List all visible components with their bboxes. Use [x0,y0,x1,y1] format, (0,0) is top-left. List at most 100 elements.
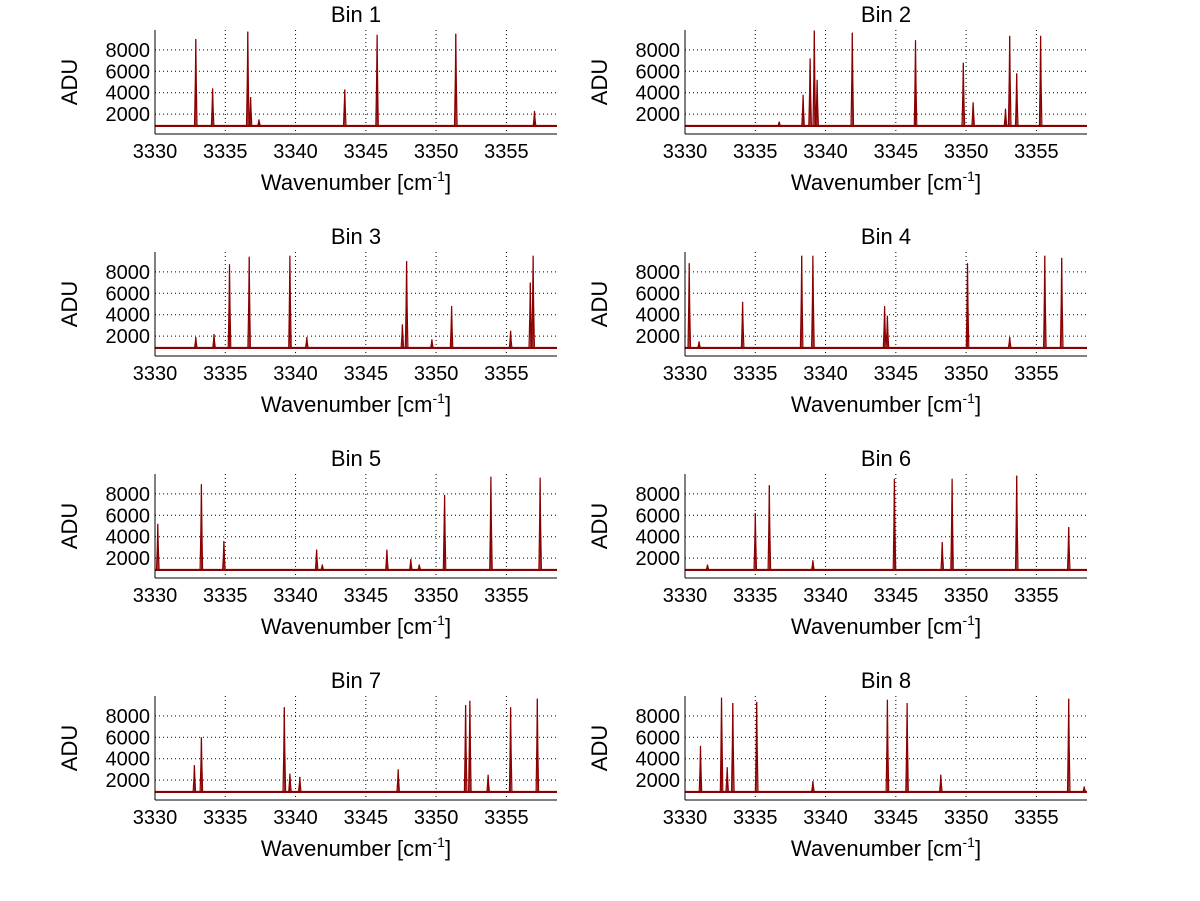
y-tick-label: 4000 [636,749,681,771]
x-tick-label: 3335 [733,807,778,829]
x-tick-label: 3340 [273,585,318,607]
y-tick-label: 8000 [636,40,681,62]
x-tick-label: 3350 [944,807,989,829]
y-tick-label: 4000 [106,527,151,549]
x-axis-label-text: Wavenumber [cm [791,836,963,861]
x-axis-label-text: Wavenumber [cm [791,170,963,195]
x-tick-label: 3350 [944,141,989,163]
y-tick-label: 8000 [636,484,681,506]
y-tick-label: 8000 [636,262,681,284]
x-axis-label-suffix: ] [445,614,451,639]
y-tick-label: 8000 [636,706,681,728]
x-tick-label: 3335 [733,363,778,385]
y-tick-label: 6000 [636,61,681,83]
y-axis-label: ADU [57,503,82,549]
x-tick-label: 3335 [203,141,248,163]
y-tick-label: 8000 [106,706,151,728]
y-axis-label: ADU [587,503,612,549]
spectrum-line [685,697,1087,793]
x-tick-label: 3345 [874,363,919,385]
x-axis-label-suffix: ] [975,392,981,417]
x-axis-label-suffix: ] [445,170,451,195]
x-axis-label-suffix: ] [445,836,451,861]
x-tick-label: 3350 [414,363,459,385]
x-axis-label: Wavenumber [cm-1] [791,612,981,639]
x-tick-label: 3350 [944,585,989,607]
x-tick-label: 3335 [203,585,248,607]
y-tick-label: 2000 [106,548,151,570]
subplot-bin-1: 3330 3335 3340 3345 3350 3355 2000400060008000… [57,2,557,195]
x-tick-label: 3330 [133,141,178,163]
spectrum-line [685,255,1087,349]
subplot-title: Bin 1 [331,2,381,27]
x-tick-label: 3355 [1014,807,1059,829]
x-tick-label: 3350 [414,141,459,163]
x-axis-label: Wavenumber [cm-1] [261,390,451,417]
subplot-title: Bin 3 [331,224,381,249]
x-axis-label-superscript: -1 [433,834,446,850]
x-tick-label: 3355 [1014,141,1059,163]
y-tick-label: 2000 [106,104,151,126]
x-tick-label: 3355 [484,585,529,607]
y-tick-label: 6000 [106,283,151,305]
y-axis-label: ADU [57,59,82,105]
subplot-title: Bin 7 [331,668,381,693]
x-tick-label: 3330 [663,585,708,607]
y-axis-label: ADU [57,281,82,327]
y-tick-label: 4000 [636,305,681,327]
x-tick-label: 3330 [133,807,178,829]
subplot-title: Bin 2 [861,2,911,27]
y-axis-label: ADU [587,725,612,771]
x-axis-label: Wavenumber [cm-1] [261,168,451,195]
x-axis-label-suffix: ] [975,614,981,639]
x-tick-label: 3345 [344,363,389,385]
y-tick-label: 6000 [636,283,681,305]
y-tick-label: 2000 [106,770,151,792]
x-tick-label: 3335 [203,363,248,385]
axes-background [155,30,557,134]
x-axis-label-superscript: -1 [433,168,446,184]
y-tick-label: 8000 [106,40,151,62]
x-tick-label: 3345 [344,807,389,829]
y-tick-label: 4000 [106,749,151,771]
x-axis-label-superscript: -1 [963,390,976,406]
y-tick-label: 6000 [106,61,151,83]
x-axis-label-text: Wavenumber [cm [261,836,433,861]
y-tick-label: 6000 [106,505,151,527]
x-axis-label-superscript: -1 [963,612,976,628]
spectrum-line [155,698,557,793]
x-tick-label: 3335 [733,141,778,163]
y-tick-label: 6000 [106,727,151,749]
x-axis-label-text: Wavenumber [cm [791,614,963,639]
subplot-bin-4: 3330 3335 3340 3345 3350 3355 2000400060008000… [587,224,1087,417]
x-axis-label-suffix: ] [975,836,981,861]
x-tick-label: 3345 [874,585,919,607]
x-axis-label-superscript: -1 [433,612,446,628]
subplot-title: Bin 4 [861,224,911,249]
axes-background [155,252,557,356]
axes-background [155,474,557,578]
x-tick-label: 3340 [273,807,318,829]
x-axis-label: Wavenumber [cm-1] [791,168,981,195]
subplot-bin-6: 3330 3335 3340 3345 3350 3355 2000400060008000… [587,446,1087,639]
subplot-title: Bin 6 [861,446,911,471]
x-axis-label-text: Wavenumber [cm [791,392,963,417]
subplot-bin-2: 3330 3335 3340 3345 3350 3355 2000400060008000… [587,2,1087,195]
y-axis-label: ADU [57,725,82,771]
x-axis-label-text: Wavenumber [cm [261,392,433,417]
y-tick-label: 2000 [636,326,681,348]
x-axis-label-suffix: ] [975,170,981,195]
y-tick-label: 6000 [636,727,681,749]
x-axis-label: Wavenumber [cm-1] [261,612,451,639]
x-axis-label-superscript: -1 [433,390,446,406]
x-tick-label: 3345 [344,141,389,163]
y-tick-label: 2000 [636,104,681,126]
subplot-bin-3: 3330 3335 3340 3345 3350 3355 2000400060008000… [57,224,557,417]
x-tick-label: 3330 [133,363,178,385]
x-tick-label: 3340 [273,363,318,385]
x-tick-label: 3340 [803,585,848,607]
y-tick-label: 2000 [106,326,151,348]
subplot-title: Bin 8 [861,668,911,693]
x-axis-label: Wavenumber [cm-1] [261,834,451,861]
x-tick-label: 3330 [133,585,178,607]
